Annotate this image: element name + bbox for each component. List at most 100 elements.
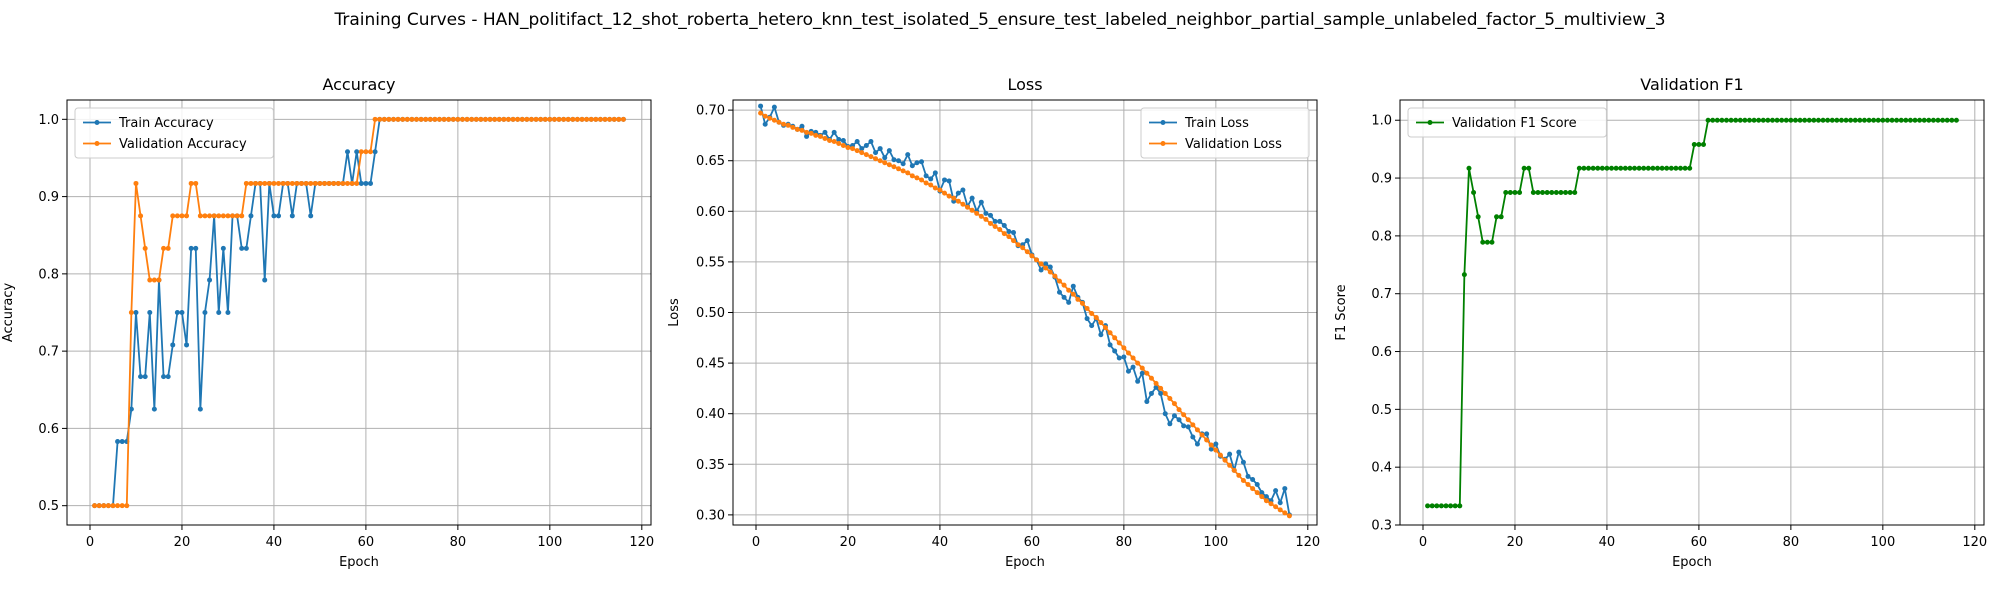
data-point <box>932 185 938 191</box>
data-point <box>533 116 539 122</box>
data-point <box>868 154 874 160</box>
y-tick-label: 0.4 <box>1371 461 1392 476</box>
data-point <box>561 116 567 122</box>
data-point <box>1540 190 1546 196</box>
data-point <box>211 213 217 219</box>
data-point <box>955 198 961 204</box>
data-point <box>478 116 484 122</box>
data-point <box>1029 253 1035 259</box>
legend-swatch-marker <box>1160 141 1166 146</box>
data-point <box>1889 117 1895 123</box>
x-tick-label: 0 <box>752 535 760 550</box>
data-point <box>1112 348 1118 354</box>
data-point <box>1006 229 1012 235</box>
data-point <box>170 342 176 348</box>
data-point <box>1176 417 1182 423</box>
data-point <box>1121 354 1127 360</box>
y-axis-label: Loss <box>667 298 682 327</box>
data-point <box>1190 434 1196 440</box>
legend: Validation F1 Score <box>1407 107 1607 138</box>
data-point <box>1429 503 1435 509</box>
data-point <box>1273 488 1279 494</box>
data-point <box>1604 165 1610 171</box>
data-point <box>1737 117 1743 123</box>
data-point <box>1498 214 1504 220</box>
data-point <box>1130 364 1136 370</box>
data-point <box>234 213 240 219</box>
data-point <box>174 310 180 315</box>
data-point <box>1194 427 1200 433</box>
data-point <box>1857 117 1863 123</box>
data-point <box>289 213 295 219</box>
data-point <box>1466 165 1472 171</box>
data-point <box>928 176 934 182</box>
data-point <box>1825 117 1831 123</box>
data-point <box>1107 330 1113 336</box>
data-point <box>1705 117 1711 123</box>
data-point <box>794 126 800 132</box>
data-point <box>1572 190 1578 196</box>
data-point <box>1024 238 1030 244</box>
data-point <box>395 116 401 122</box>
data-point <box>817 133 823 139</box>
data-point <box>620 116 626 122</box>
data-point <box>1866 117 1872 123</box>
data-point <box>1820 117 1826 123</box>
data-point <box>923 173 929 179</box>
data-point <box>886 148 892 154</box>
data-point <box>896 158 902 164</box>
data-point <box>331 180 337 186</box>
data-point <box>584 116 590 122</box>
data-point <box>197 406 203 412</box>
data-point <box>960 187 966 193</box>
data-point <box>873 156 879 162</box>
data-point <box>983 216 989 222</box>
data-point <box>1710 117 1716 123</box>
data-point <box>1171 413 1177 419</box>
y-tick-label: 0.35 <box>696 458 725 473</box>
data-point <box>151 277 157 283</box>
data-point <box>1236 472 1242 478</box>
data-point <box>597 116 603 122</box>
data-point <box>905 170 911 176</box>
data-point <box>1038 267 1044 273</box>
data-point <box>349 180 355 186</box>
data-point <box>308 180 314 186</box>
data-point <box>151 406 157 412</box>
data-point <box>1668 165 1674 171</box>
data-point <box>1461 272 1467 278</box>
data-point <box>1185 417 1191 423</box>
data-point <box>207 213 213 219</box>
x-tick-label: 40 <box>266 535 283 550</box>
data-point <box>1213 447 1219 453</box>
data-point <box>1425 503 1431 509</box>
data-point <box>386 116 392 122</box>
data-point <box>877 146 883 152</box>
data-point <box>216 310 222 315</box>
data-point <box>1277 507 1283 513</box>
data-point <box>1181 423 1187 429</box>
data-point <box>1953 117 1959 123</box>
x-tick-label: 20 <box>174 535 191 550</box>
data-point <box>1907 117 1913 123</box>
data-point <box>455 116 461 122</box>
data-point <box>1774 117 1780 123</box>
data-point <box>942 190 948 196</box>
data-point <box>896 166 902 172</box>
data-point <box>1650 165 1656 171</box>
data-point <box>1011 238 1017 244</box>
x-tick-label: 0 <box>1419 535 1427 550</box>
data-point <box>303 180 309 186</box>
y-tick-label: 1.0 <box>1371 114 1392 129</box>
data-point <box>496 116 502 122</box>
data-point <box>1696 142 1702 148</box>
data-point <box>1148 375 1154 381</box>
data-point <box>556 116 562 122</box>
data-point <box>570 116 576 122</box>
data-point <box>1802 117 1808 123</box>
data-point <box>978 213 984 219</box>
data-point <box>771 104 777 110</box>
data-point <box>179 213 185 219</box>
data-point <box>1015 242 1021 248</box>
data-point <box>1880 117 1886 123</box>
